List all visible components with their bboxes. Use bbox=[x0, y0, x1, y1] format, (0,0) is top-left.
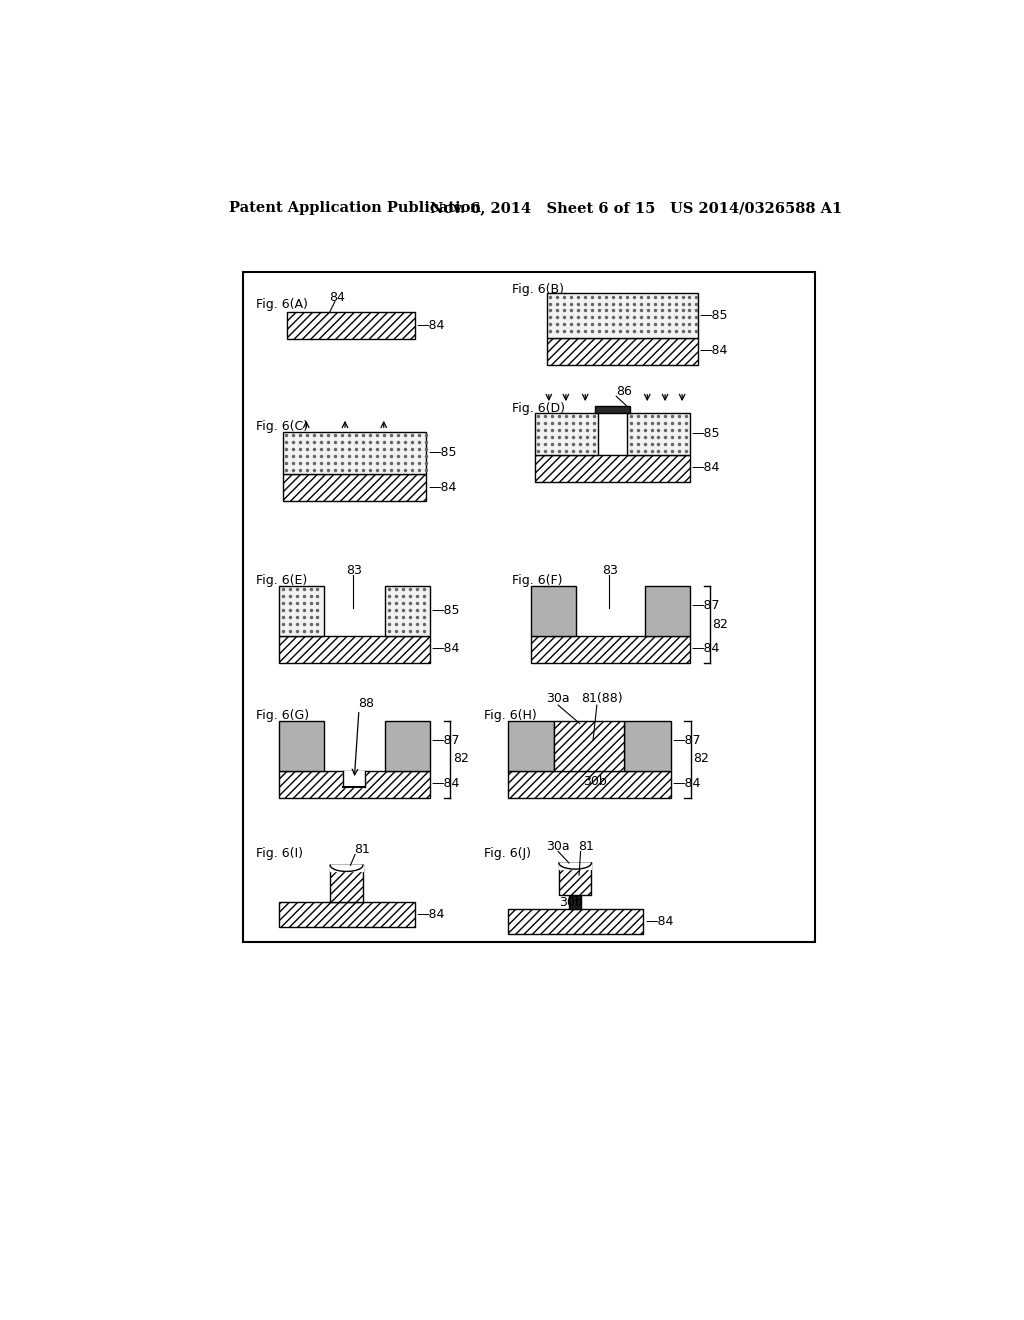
Bar bbox=[624, 721, 671, 771]
Text: 84: 84 bbox=[330, 290, 345, 304]
Text: —85: —85 bbox=[428, 446, 457, 459]
Text: 82: 82 bbox=[713, 618, 728, 631]
Text: 30b: 30b bbox=[583, 775, 606, 788]
Text: —84: —84 bbox=[432, 777, 460, 791]
Text: Fig. 6(E): Fig. 6(E) bbox=[256, 574, 307, 587]
Text: —85: —85 bbox=[699, 309, 728, 322]
Text: Patent Application Publication: Patent Application Publication bbox=[228, 202, 480, 215]
Bar bbox=[547, 293, 697, 338]
Bar bbox=[531, 636, 690, 663]
Text: 83: 83 bbox=[346, 564, 362, 577]
Text: Nov. 6, 2014   Sheet 6 of 15: Nov. 6, 2014 Sheet 6 of 15 bbox=[430, 202, 655, 215]
Bar bbox=[287, 313, 415, 339]
Text: Fig. 6(D): Fig. 6(D) bbox=[512, 403, 564, 416]
Text: 82: 82 bbox=[693, 752, 709, 766]
Text: 81: 81 bbox=[354, 843, 370, 857]
Text: —87: —87 bbox=[432, 734, 461, 747]
Bar bbox=[283, 474, 426, 502]
Text: 81: 81 bbox=[579, 841, 594, 853]
Text: Fig. 6(G): Fig. 6(G) bbox=[256, 709, 309, 722]
Text: —84: —84 bbox=[417, 319, 444, 333]
Text: US 2014/0326588 A1: US 2014/0326588 A1 bbox=[671, 202, 843, 215]
Bar bbox=[627, 412, 690, 455]
Bar bbox=[343, 771, 366, 788]
Bar bbox=[535, 455, 690, 482]
Text: 30a: 30a bbox=[547, 693, 570, 705]
Text: 82: 82 bbox=[453, 752, 469, 766]
Bar bbox=[547, 338, 697, 364]
Text: —84: —84 bbox=[691, 643, 720, 656]
Bar bbox=[569, 895, 582, 909]
Text: 88: 88 bbox=[358, 697, 374, 710]
Text: 30a: 30a bbox=[546, 841, 569, 853]
Text: —84: —84 bbox=[417, 908, 444, 921]
Text: 81(88): 81(88) bbox=[582, 693, 623, 705]
Bar bbox=[331, 866, 362, 871]
Text: Fig. 6(F): Fig. 6(F) bbox=[512, 574, 562, 587]
Text: —84: —84 bbox=[428, 480, 457, 494]
Bar bbox=[531, 586, 575, 636]
Text: —84: —84 bbox=[432, 643, 460, 656]
Text: 83: 83 bbox=[602, 564, 618, 577]
Text: Fig. 6(C): Fig. 6(C) bbox=[256, 420, 308, 433]
Bar bbox=[508, 771, 671, 797]
Text: —87: —87 bbox=[691, 599, 720, 612]
Bar bbox=[280, 721, 324, 771]
Bar bbox=[280, 636, 430, 663]
Bar bbox=[645, 586, 690, 636]
Text: —85: —85 bbox=[691, 426, 720, 440]
Text: —84: —84 bbox=[645, 915, 674, 928]
Text: 30b: 30b bbox=[559, 896, 584, 908]
Bar bbox=[508, 721, 554, 771]
Text: —84: —84 bbox=[672, 777, 700, 791]
Bar bbox=[385, 586, 430, 636]
Text: Fig. 6(B): Fig. 6(B) bbox=[512, 282, 563, 296]
Bar bbox=[595, 405, 630, 412]
Text: —87: —87 bbox=[672, 734, 700, 747]
Text: —85: —85 bbox=[432, 603, 461, 616]
Bar bbox=[280, 903, 415, 927]
Text: —84: —84 bbox=[699, 345, 727, 358]
Bar bbox=[280, 771, 430, 797]
Bar bbox=[331, 866, 362, 903]
Text: Fig. 6(J): Fig. 6(J) bbox=[484, 847, 531, 861]
Bar bbox=[559, 863, 592, 895]
Bar bbox=[535, 412, 598, 455]
Bar bbox=[508, 909, 643, 933]
Bar bbox=[280, 586, 324, 636]
Text: Fig. 6(H): Fig. 6(H) bbox=[484, 709, 538, 722]
Text: Fig. 6(A): Fig. 6(A) bbox=[256, 298, 308, 312]
Text: 86: 86 bbox=[616, 385, 632, 399]
Text: Fig. 6(I): Fig. 6(I) bbox=[256, 847, 303, 861]
Text: —84: —84 bbox=[691, 462, 720, 474]
Bar bbox=[559, 863, 592, 869]
Bar bbox=[243, 272, 815, 942]
Bar bbox=[554, 721, 624, 771]
Bar bbox=[385, 721, 430, 771]
Bar bbox=[283, 432, 426, 474]
